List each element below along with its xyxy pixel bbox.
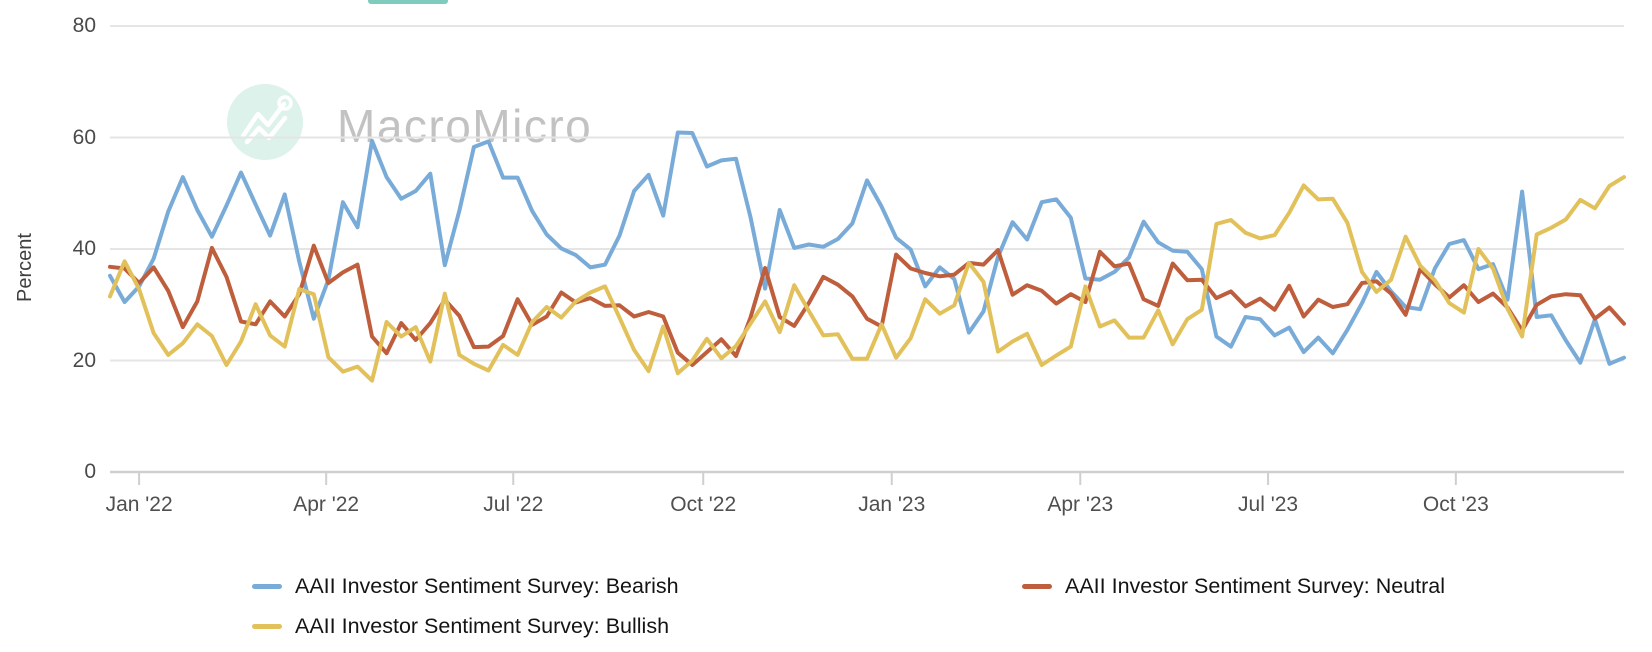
legend-item[interactable]: AAII Investor Sentiment Survey: Neutral: [1022, 570, 1445, 603]
y-axis-title: Percent: [14, 233, 36, 303]
legend-item[interactable]: AAII Investor Sentiment Survey: Bearish: [252, 570, 1022, 603]
y-tick-label: 20: [72, 348, 96, 372]
x-tick-label: Jul '23: [1238, 493, 1299, 516]
x-tick-label: Oct '23: [1422, 493, 1489, 516]
y-tick-label: 0: [84, 460, 96, 483]
legend-line-icon: [1022, 584, 1052, 589]
x-tick-label: Jan '23: [858, 493, 926, 516]
legend-label: AAII Investor Sentiment Survey: Neutral: [1065, 574, 1445, 598]
chart-legend: AAII Investor Sentiment Survey: Bearish A…: [252, 570, 1445, 643]
legend-line-icon: [252, 624, 282, 629]
legend-item[interactable]: AAII Investor Sentiment Survey: Bullish: [252, 610, 1022, 643]
x-tick-label: Apr '22: [293, 493, 360, 516]
legend-line-icon: [252, 584, 282, 589]
x-tick-label: Jan '22: [105, 493, 173, 516]
y-tick-label: 80: [72, 14, 96, 37]
x-tick-label: Oct '22: [670, 493, 737, 516]
x-tick-label: Apr '23: [1047, 493, 1114, 516]
legend-label: AAII Investor Sentiment Survey: Bearish: [295, 574, 679, 598]
top-cropped-tooltip-fragment: [368, 0, 448, 4]
y-tick-label: 60: [72, 125, 96, 149]
y-tick-label: 40: [72, 237, 96, 260]
x-tick-label: Jul '22: [483, 493, 544, 516]
legend-label: AAII Investor Sentiment Survey: Bullish: [295, 614, 670, 638]
